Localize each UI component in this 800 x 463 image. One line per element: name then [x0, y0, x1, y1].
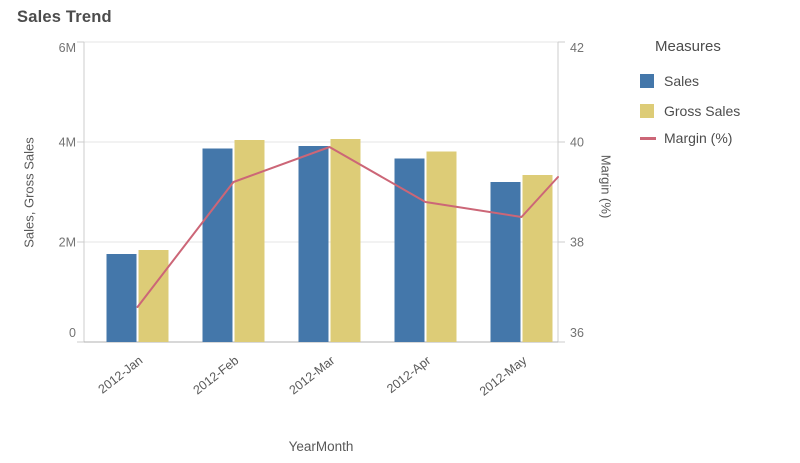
y-right-tick-label: 38 [570, 236, 584, 250]
y-axis-left-title: Sales, Gross Sales [21, 137, 37, 248]
legend-item-sales[interactable]: Sales [640, 73, 699, 89]
x-tick-label[interactable]: 2012-Feb [191, 353, 242, 397]
legend-item-label: Gross Sales [664, 103, 741, 119]
legend-item-label: Margin (%) [664, 130, 733, 146]
legend-title: Measures [655, 38, 721, 55]
legend-item-label: Sales [664, 73, 700, 89]
gross-sales-swatch-icon [640, 104, 654, 118]
margin-line-swatch-icon [640, 136, 656, 140]
legend-item-margin[interactable]: Margin (%) [640, 130, 732, 146]
margin-line[interactable] [136, 146, 559, 308]
bar-gross-sales-2012-Mar[interactable] [330, 139, 361, 342]
y-right-tick-label: 40 [570, 136, 584, 150]
bar-gross-sales-2012-Feb[interactable] [234, 140, 265, 342]
y-left-tick-label: 4M [59, 136, 76, 150]
y-left-tick-label: 6M [59, 41, 76, 55]
bar-gross-sales-2012-Jan[interactable] [138, 250, 169, 342]
y-right-tick-label: 36 [570, 326, 584, 340]
bar-sales-2012-May[interactable] [490, 182, 521, 342]
chart-title: Sales Trend [17, 8, 112, 26]
bar-sales-2012-Feb[interactable] [202, 148, 233, 343]
y-left-tick-label: 2M [59, 236, 76, 250]
bar-sales-2012-Mar[interactable] [298, 146, 329, 342]
bar-sales-2012-Jan[interactable] [106, 254, 137, 342]
x-tick-label[interactable]: 2012-May [477, 353, 530, 399]
x-tick-label[interactable]: 2012-Jan [96, 353, 146, 396]
x-tick-label[interactable]: 2012-Mar [287, 353, 338, 397]
y-axis-right-title: Margin (%) [598, 154, 614, 219]
bar-gross-sales-2012-Apr[interactable] [426, 151, 457, 343]
y-right-tick-label: 42 [570, 41, 584, 55]
bar-gross-sales-2012-May[interactable] [522, 175, 553, 342]
legend-item-gross-sales[interactable]: Gross Sales [640, 103, 740, 119]
x-tick-label[interactable]: 2012-Apr [384, 353, 433, 396]
bar-sales-2012-Apr[interactable] [394, 158, 425, 343]
sales-swatch-icon [640, 74, 654, 88]
x-axis-title: YearMonth [288, 439, 354, 454]
y-left-tick-label: 0 [69, 326, 76, 340]
